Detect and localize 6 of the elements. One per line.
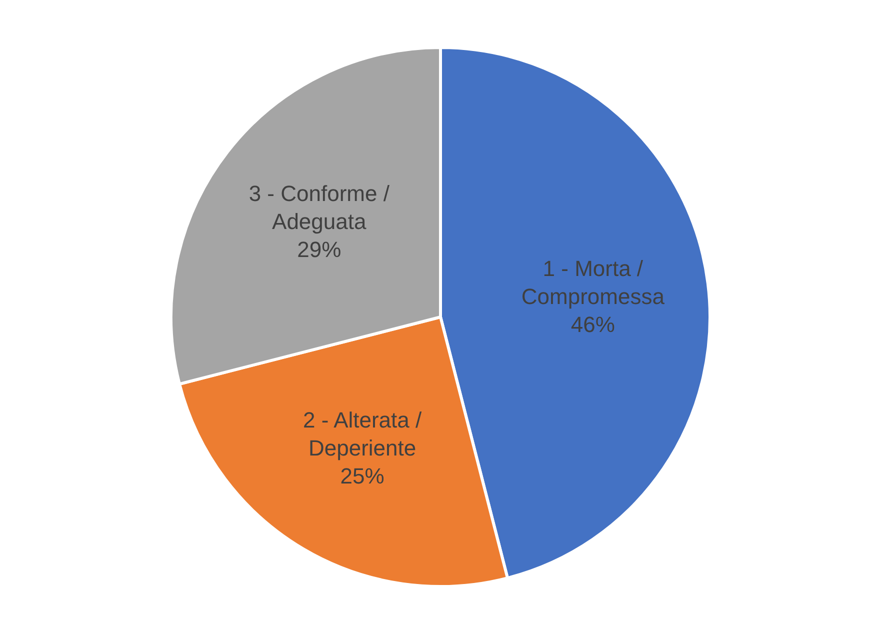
slice-label: 3 - Conforme / Adeguata bbox=[248, 180, 390, 234]
data-label: 46% bbox=[570, 312, 615, 337]
slice-label: 1 - Morta / Compromessa bbox=[521, 256, 666, 309]
data-label: 29% bbox=[297, 236, 342, 262]
slice-label: 2 - Alterata / Deperiente bbox=[302, 407, 422, 460]
data-label: 25% bbox=[340, 463, 384, 488]
